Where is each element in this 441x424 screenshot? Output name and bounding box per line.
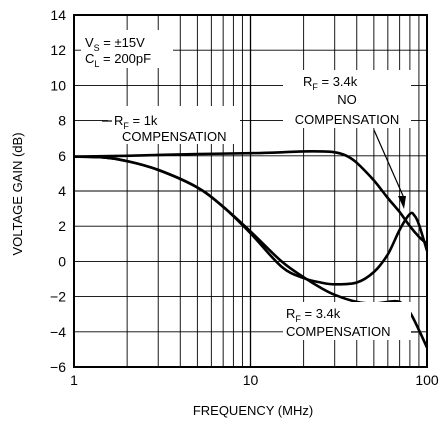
- series-line-0: [73, 150, 428, 245]
- y-tick-label: −2: [50, 289, 66, 305]
- y-tick-label: 0: [58, 253, 66, 269]
- x-tick-label: 10: [243, 372, 259, 388]
- label-bg-rf34k-comp: [283, 302, 411, 340]
- cl-condition: CL = 200pF: [85, 51, 151, 69]
- y-axis-title: VOLTAGE GAIN (dB): [10, 132, 25, 255]
- y-tick-label: −6: [50, 359, 66, 375]
- label-rf1k-line1: RF = 1k: [114, 113, 158, 131]
- label-rf34k-nocomp-line2: NO: [337, 92, 357, 107]
- label-rf34k-nocomp-line1: RF = 3.4k: [303, 74, 358, 92]
- y-tick-label: 8: [58, 113, 66, 129]
- conditions-box: [81, 30, 173, 68]
- label-bg-rf34k-nocomp: [283, 70, 411, 128]
- y-tick-label: 14: [50, 7, 66, 23]
- y-tick-label: 6: [58, 148, 66, 164]
- y-tick-label: 12: [50, 42, 66, 58]
- y-tick-label: 10: [50, 77, 66, 93]
- label-leader-rf34k-nocomp: [373, 129, 405, 199]
- y-tick-labels: 14 12 10 8 6 4 2 0 −2 −4 −6: [50, 7, 66, 375]
- vs-condition: VS = ±15V: [85, 35, 145, 53]
- label-rf1k-line2: COMPENSATION: [122, 129, 227, 144]
- y-tick-label: 4: [58, 183, 66, 199]
- y-tick-label: −4: [50, 324, 66, 340]
- x-tick-label: 100: [415, 372, 439, 388]
- x-tick-label: 1: [70, 372, 78, 388]
- x-tick-labels: 1 10 100: [70, 372, 439, 388]
- y-tick-label: 2: [58, 218, 66, 234]
- label-rf34k-comp-line2: COMPENSATION: [286, 324, 391, 339]
- label-rf34k-comp-line1: RF = 3.4k: [286, 306, 341, 324]
- arrowhead-icon: [398, 196, 406, 209]
- x-axis-title: FREQUENCY (MHz): [193, 403, 313, 418]
- label-bg-rf1k: [108, 106, 240, 144]
- plot-frame: [73, 14, 428, 368]
- label-rf34k-nocomp-line3: COMPENSATION: [295, 112, 400, 127]
